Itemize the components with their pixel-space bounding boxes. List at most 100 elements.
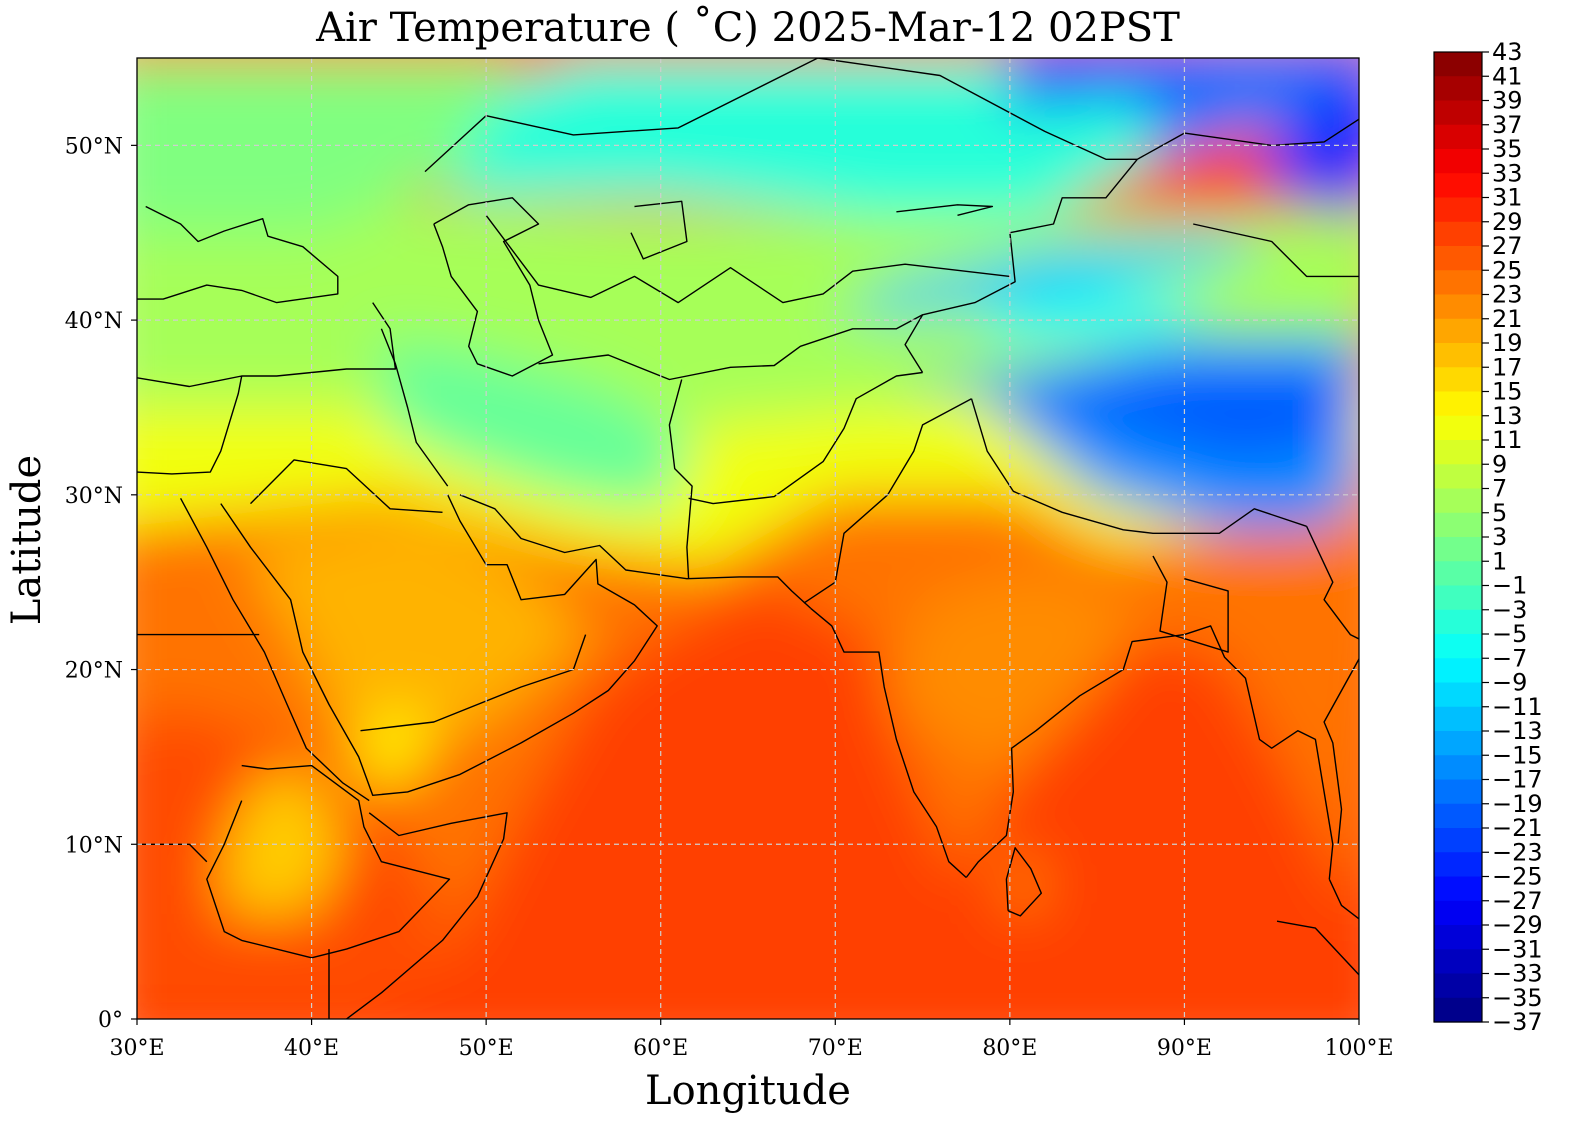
coast-red-sea-west: [179, 497, 370, 802]
colorbar-tick-label: −31: [1492, 935, 1543, 963]
colorbar-tick-label: −13: [1492, 717, 1543, 745]
colorbar-tick-label: 33: [1492, 159, 1523, 187]
colorbar-segment: [1434, 876, 1482, 902]
colorbar-tick-label: −11: [1492, 693, 1543, 721]
colorbar-segment: [1434, 803, 1482, 829]
colorbar-segment: [1434, 440, 1482, 465]
colorbar-tick-label: 13: [1492, 402, 1523, 430]
colorbar-tick-label: −15: [1492, 741, 1543, 769]
colorbar-tick-label: 1: [1492, 547, 1507, 575]
coast-malay: [1328, 878, 1359, 920]
colorbar-tick-label: −19: [1492, 790, 1543, 818]
temperature-field: [137, 58, 1359, 1019]
colorbar-segment: [1434, 949, 1482, 975]
colorbar-segment: [1434, 706, 1482, 732]
x-tick-label: 70°E: [808, 1036, 863, 1061]
y-tick-label: 10°N: [65, 833, 123, 858]
field-arabia: [241, 512, 591, 775]
colorbar: 434139373533312927252321191715131197531−…: [1433, 38, 1543, 1036]
x-tick-label: 60°E: [633, 1036, 688, 1061]
colorbar-tick-label: −37: [1492, 1008, 1543, 1036]
colorbar-tick-label: −25: [1492, 863, 1543, 891]
colorbar-tick-label: 25: [1492, 256, 1523, 284]
colorbar-segment: [1434, 561, 1482, 587]
colorbar-segment: [1434, 246, 1482, 271]
field-india-plateau: [887, 564, 1150, 775]
colorbar-segment: [1434, 634, 1482, 659]
colorbar-segment: [1434, 294, 1482, 320]
x-tick-label: 80°E: [982, 1036, 1037, 1061]
colorbar-segment: [1434, 779, 1482, 805]
field-tarim: [974, 285, 1220, 338]
colorbar-segment: [1434, 270, 1482, 296]
colorbar-tick-label: −1: [1492, 572, 1527, 600]
colorbar-segment: [1434, 76, 1482, 102]
colorbar-tick-label: 23: [1492, 281, 1523, 309]
border-pakistan-afg: [688, 371, 923, 505]
colorbar-segment: [1434, 52, 1482, 77]
colorbar-tick-label: 43: [1492, 38, 1523, 66]
field-iran-plateau: [381, 337, 696, 513]
colorbar-tick-label: 19: [1492, 329, 1523, 357]
colorbar-tick-label: 21: [1492, 305, 1523, 333]
chart-title: Air Temperature ( ˚C) 2025-Mar-12 02PST: [315, 5, 1180, 51]
coast-sumatra: [1276, 920, 1359, 976]
colorbar-tick-label: −9: [1492, 669, 1527, 697]
colorbar-tick-label: 15: [1492, 378, 1523, 406]
border-kazakh-north: [424, 58, 1138, 173]
border-saudi-yemen-oman: [360, 634, 587, 732]
border-saudi-north: [250, 459, 443, 513]
y-tick-label: 50°N: [65, 134, 123, 159]
border-bangladesh: [1152, 555, 1229, 653]
coast-caspian: [433, 197, 554, 377]
gridlines: [137, 58, 1359, 1019]
y-tick-label: 30°N: [65, 484, 123, 509]
coast-horn: [346, 812, 508, 1019]
colorbar-segment: [1434, 682, 1482, 708]
border-mongolia-south: [1193, 223, 1359, 278]
border-turkmen-uzbek: [538, 314, 923, 381]
border-iran-west: [380, 328, 449, 487]
colorbar-segment: [1434, 149, 1482, 174]
colorbar-segment: [1434, 391, 1482, 417]
colorbar-tick-label: 39: [1492, 87, 1523, 115]
colorbar-tick-label: 7: [1492, 475, 1507, 503]
colorbar-segment: [1434, 197, 1482, 223]
colorbar-tick-label: −35: [1492, 984, 1543, 1012]
colorbar-tick-label: 31: [1492, 184, 1523, 212]
x-axis-ticks: 30°E 40°E 50°E 60°E 70°E 80°E 90°E 100°E: [109, 1019, 1394, 1061]
border-myanmar: [1305, 526, 1359, 845]
y-tick-label: 0°: [98, 1008, 123, 1033]
colorbar-segment: [1434, 925, 1482, 950]
field-tibet-core: [1009, 372, 1342, 460]
coast-aral: [630, 200, 688, 260]
map-frame: [136, 57, 1360, 1020]
colorbar-segment: [1434, 658, 1482, 684]
colorbar-tick-label: 17: [1492, 353, 1523, 381]
border-iran-east: [668, 379, 693, 579]
colorbar-segment: [1434, 900, 1482, 926]
y-tick-label: 20°N: [65, 659, 123, 684]
colorbar-segment: [1434, 343, 1482, 368]
colorbar-tick-label: 35: [1492, 135, 1523, 163]
coast-arabia: [220, 494, 658, 796]
map-area: [137, 58, 1359, 1019]
colorbar-tick-label: −27: [1492, 887, 1543, 915]
colorbar-tick-label: 37: [1492, 111, 1523, 139]
colorbar-tick-label: 27: [1492, 232, 1523, 260]
colorbar-tick-label: −21: [1492, 814, 1543, 842]
colorbar-tick-label: 5: [1492, 499, 1507, 527]
colorbar-segment: [1434, 415, 1482, 441]
colorbar-tick-label: −29: [1492, 911, 1543, 939]
field-altai-cold: [1009, 58, 1185, 111]
colorbar-segment: [1434, 537, 1482, 562]
colorbar-tick-label: −3: [1492, 596, 1527, 624]
x-tick-label: 50°E: [459, 1036, 514, 1061]
colorbar-tick-label: −7: [1492, 644, 1527, 672]
x-tick-label: 100°E: [1324, 1036, 1393, 1061]
colorbar-segment: [1434, 585, 1482, 611]
border-ethiopia: [206, 764, 451, 959]
colorbar-segment: [1434, 755, 1482, 781]
y-tick-label: 40°N: [65, 309, 123, 334]
